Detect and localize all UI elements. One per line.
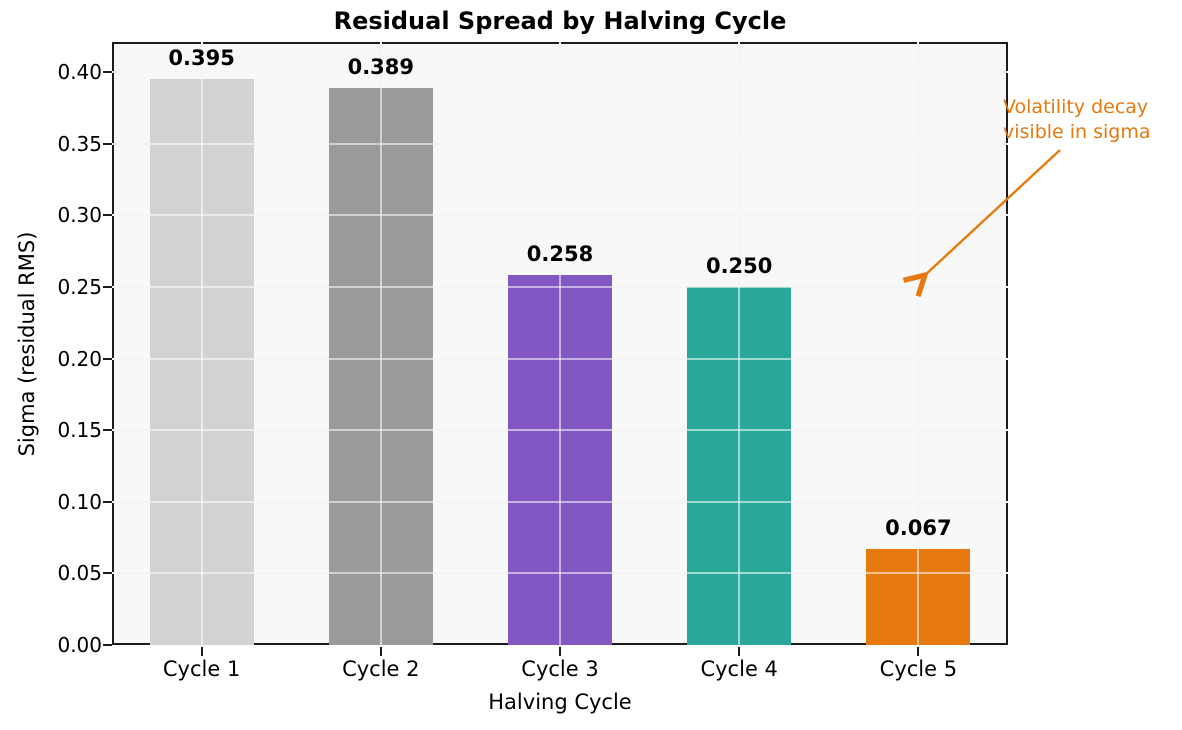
x-tick-label: Cycle 1 — [162, 657, 241, 681]
gridline-vertical-overlay — [559, 42, 561, 645]
chart-title: Residual Spread by Halving Cycle — [333, 7, 787, 35]
bar-value-label: 0.067 — [885, 516, 952, 541]
x-tick-label: Cycle 3 — [521, 657, 599, 681]
x-tick-label: Cycle 4 — [700, 657, 778, 681]
bar-value-label: 0.389 — [347, 54, 415, 79]
gridline-vertical-overlay — [738, 42, 741, 645]
y-tick-mark — [103, 214, 112, 217]
gridline-vertical-overlay — [379, 42, 382, 645]
y-tick-mark — [103, 500, 112, 503]
annotation-text: Volatility decay visible in sigma — [1003, 96, 1151, 143]
bar-value-label: 0.250 — [705, 253, 773, 278]
x-tick-mark — [379, 647, 382, 656]
y-tick-label: 0.40 — [57, 60, 102, 85]
x-axis-label: Halving Cycle — [488, 690, 632, 714]
x-tick-label: Cycle 2 — [342, 657, 420, 681]
y-tick-label: 0.20 — [57, 346, 102, 371]
y-tick-mark — [103, 285, 112, 288]
y-tick-label: 0.05 — [57, 561, 102, 586]
y-tick-label: 0.30 — [57, 203, 102, 228]
y-tick-mark — [103, 142, 112, 145]
y-tick-mark — [103, 357, 112, 360]
x-tick-mark — [559, 647, 561, 656]
y-tick-label: 0.25 — [57, 274, 102, 299]
y-tick-mark — [103, 71, 112, 74]
y-tick-label: 0.00 — [57, 633, 102, 657]
y-tick-label: 0.35 — [57, 131, 102, 156]
gridline-vertical-overlay — [200, 42, 203, 645]
x-tick-mark — [917, 647, 920, 656]
x-tick-mark — [738, 647, 741, 656]
gridline-vertical-overlay — [917, 42, 920, 645]
y-tick-mark — [103, 429, 112, 432]
x-tick-label: Cycle 5 — [879, 657, 958, 681]
bar-value-label: 0.258 — [526, 242, 594, 267]
y-tick-label: 0.15 — [57, 418, 102, 443]
plot-inner — [112, 42, 1008, 645]
y-axis-label: Sigma (residual RMS) — [15, 231, 39, 457]
plot-area — [112, 42, 1008, 645]
y-tick-mark — [103, 572, 112, 575]
y-tick-label: 0.10 — [57, 489, 102, 514]
bar-value-label: 0.395 — [168, 46, 235, 71]
y-tick-mark — [103, 644, 112, 646]
x-tick-mark — [200, 647, 203, 656]
